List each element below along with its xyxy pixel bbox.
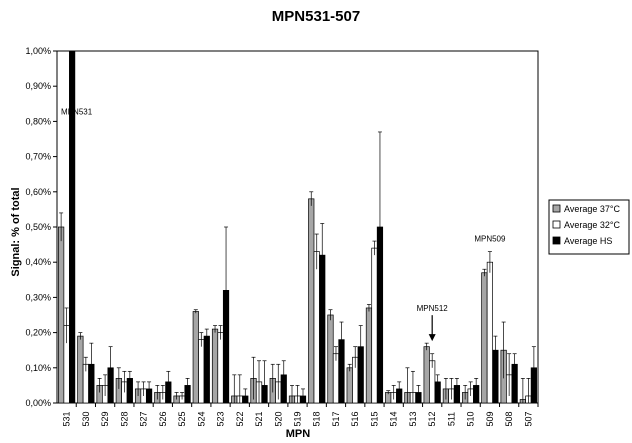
y-tick-label: 0,70% xyxy=(25,152,51,162)
x-tick-label: 511 xyxy=(446,412,456,426)
y-tick-label: 0,80% xyxy=(25,116,51,126)
annotation-label: MPN509 xyxy=(474,235,506,244)
x-tick-label: 520 xyxy=(273,411,283,426)
x-tick-label: 514 xyxy=(389,411,399,426)
bar-523-series-1 xyxy=(211,328,219,404)
legend-box xyxy=(548,199,630,255)
legend: Average 37°C Average 32°C Average HS xyxy=(548,199,630,255)
x-tick-label: 518 xyxy=(312,411,322,426)
plot-area: 0,00% 0,10% 0,20% 0,30% 0,40% 0,50% 0,60% 0,70%… xyxy=(25,46,539,427)
bar-512-series-1 xyxy=(423,346,430,404)
bar-524-series-1 xyxy=(192,311,199,404)
bar-516-series-1 xyxy=(346,367,353,404)
y-tick-label: 0,40% xyxy=(25,257,51,267)
annotation-label: MPN531 xyxy=(61,107,93,116)
bar-518-series-1 xyxy=(308,198,315,404)
x-tick-label: 519 xyxy=(293,411,303,426)
x-tick-label: 521 xyxy=(254,411,264,426)
bar-509-series-1 xyxy=(481,272,488,404)
bar-518-series-2 xyxy=(313,251,320,404)
bar-531-series-3 xyxy=(69,50,76,404)
x-tick-label: 528 xyxy=(119,411,129,426)
x-tick-label: 509 xyxy=(485,411,495,426)
y-tick-label: 1,00% xyxy=(25,46,51,56)
legend-swatch xyxy=(552,220,561,229)
x-tick-label: 510 xyxy=(466,411,476,426)
bar-524-series-2 xyxy=(198,339,205,404)
legend-swatch xyxy=(552,236,561,245)
x-tick-label: 531 xyxy=(62,411,72,426)
plot-frame xyxy=(56,50,539,404)
y-tick-label: 0,00% xyxy=(25,398,51,408)
x-tick-label: 517 xyxy=(331,411,341,426)
y-axis-title: Signal: % of total xyxy=(10,187,22,276)
x-tick-label: 512 xyxy=(427,411,437,426)
x-axis-title: MPN xyxy=(286,428,311,440)
bar-509-series-2 xyxy=(486,261,493,404)
annotation-arrowhead xyxy=(428,334,436,342)
bar-515-series-2 xyxy=(371,247,378,404)
x-tick-label: 526 xyxy=(158,411,168,426)
y-tick-label: 0,10% xyxy=(25,363,51,373)
x-tick-label: 513 xyxy=(408,411,418,426)
y-tick-label: 0,30% xyxy=(25,292,51,302)
bar-515-series-1 xyxy=(365,307,373,404)
x-tick-label: 515 xyxy=(369,411,379,426)
annotation-label: MPN512 xyxy=(417,304,449,313)
x-tick-label: 529 xyxy=(100,411,110,426)
y-tick-label: 0,50% xyxy=(25,222,51,232)
x-tick-label: 508 xyxy=(504,411,514,426)
x-tick-label: 524 xyxy=(196,411,206,426)
x-tick-label: 523 xyxy=(216,411,226,426)
x-tick-label: 525 xyxy=(177,411,187,426)
bar-517-series-2 xyxy=(332,353,340,404)
y-tick-label: 0,90% xyxy=(25,81,51,91)
bar-530-series-1 xyxy=(77,335,84,404)
y-tick-label: 0,20% xyxy=(25,328,51,338)
bar-531-series-1 xyxy=(58,226,65,404)
legend-label: Average HS xyxy=(564,236,612,246)
legend-swatch xyxy=(552,204,561,213)
legend-label: Average 32°C xyxy=(564,220,620,230)
chart-title: MPN531-507 xyxy=(272,8,360,25)
x-tick-label: 527 xyxy=(139,411,149,426)
bar-517-series-1 xyxy=(327,314,334,404)
x-tick-label: 530 xyxy=(81,411,91,426)
bar-524-series-3 xyxy=(203,335,210,404)
bar-523-series-2 xyxy=(217,332,224,404)
y-tick-label: 0,60% xyxy=(25,187,51,197)
x-tick-label: 507 xyxy=(523,411,533,426)
legend-label: Average 37°C xyxy=(564,204,620,214)
x-tick-label: 522 xyxy=(235,411,245,426)
x-tick-label: 516 xyxy=(350,411,360,426)
